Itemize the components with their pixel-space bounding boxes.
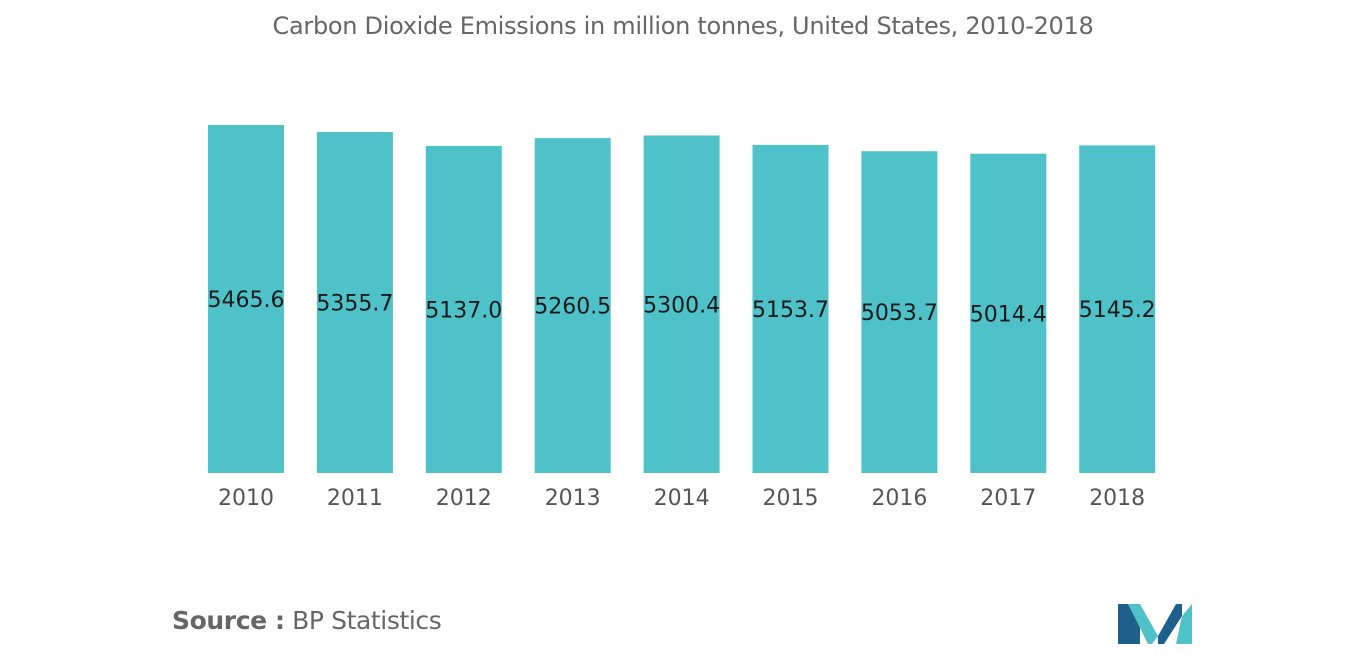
- data-label-2016: 5053.7: [861, 301, 938, 326]
- logo-left-leg: [1118, 604, 1140, 644]
- bar-2018: [1079, 145, 1156, 473]
- bar-2012: [425, 145, 502, 473]
- bar-2011: [316, 132, 393, 473]
- logo-right-leg: [1176, 604, 1192, 644]
- data-label-2013: 5260.5: [534, 295, 611, 320]
- x-tick-label-2014: 2014: [654, 486, 710, 511]
- bar-2015: [752, 144, 829, 473]
- logo-right-diagonal: [1158, 604, 1182, 644]
- x-tick-label-2015: 2015: [763, 486, 819, 511]
- data-label-2015: 5153.7: [752, 298, 829, 323]
- data-label-2014: 5300.4: [643, 293, 720, 318]
- x-tick-label-2012: 2012: [436, 486, 492, 511]
- source-text: BP Statistics: [292, 606, 442, 635]
- data-label-2017: 5014.4: [970, 302, 1047, 327]
- bar-chart: 5465.6 2010 5355.7 2011 5137.0 2012 5260.5 2013…: [208, 125, 1156, 511]
- data-label-2011: 5355.7: [316, 292, 393, 317]
- bar-2017: [970, 153, 1047, 473]
- data-label-2010: 5465.6: [208, 288, 285, 313]
- source-note: Source : BP Statistics: [172, 606, 442, 635]
- data-label-2018: 5145.2: [1079, 298, 1156, 323]
- chart-title: Carbon Dioxide Emissions in million tonn…: [272, 12, 1094, 40]
- bar-2014: [643, 135, 720, 473]
- x-tick-label-2013: 2013: [545, 486, 601, 511]
- bar-2010: [208, 125, 284, 473]
- x-tick-label-2017: 2017: [980, 486, 1036, 511]
- mordor-intelligence-logo-icon: [1118, 604, 1192, 644]
- x-tick-label-2016: 2016: [871, 486, 927, 511]
- data-label-2012: 5137.0: [425, 299, 502, 324]
- bar-2016: [861, 151, 938, 473]
- x-tick-label-2018: 2018: [1089, 486, 1145, 511]
- x-tick-label-2011: 2011: [327, 486, 383, 511]
- bar-2013: [534, 138, 611, 473]
- source-label: Source :: [172, 606, 285, 635]
- x-tick-label-2010: 2010: [218, 486, 274, 511]
- logo-left-diagonal: [1128, 604, 1158, 644]
